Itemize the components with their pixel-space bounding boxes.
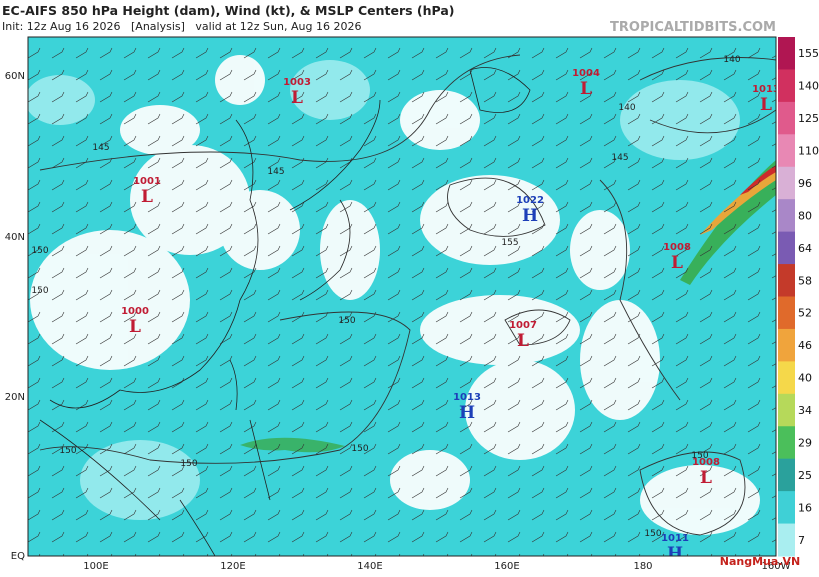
contour-label: 150 <box>59 446 76 456</box>
pressure-value: 1003 <box>283 77 311 88</box>
pressure-symbol: L <box>517 331 529 351</box>
colorbar-segment <box>778 134 795 168</box>
lon-label: 160E <box>494 561 519 572</box>
pressure-symbol: L <box>129 317 141 337</box>
source: TROPICALTIDBITS.COM <box>610 20 776 35</box>
subtitle: Init: 12z Aug 16 2026 [Analysis] valid a… <box>2 20 361 33</box>
pressure-symbol: H <box>459 403 475 423</box>
colorbar-label: 46 <box>798 339 812 352</box>
colorbar-segment <box>778 37 795 70</box>
lon-label: 180 <box>633 561 652 572</box>
pressure-value: 1001 <box>133 176 161 187</box>
colorbar-segment <box>778 264 795 297</box>
pressure-symbol: H <box>667 544 683 564</box>
pressure-symbol: L <box>141 187 153 207</box>
colorbar-segment <box>778 426 795 460</box>
pressure-value: 1000 <box>121 306 149 317</box>
colorbar-segment <box>778 296 795 330</box>
colorbar-segment <box>778 69 795 103</box>
contour-label: 145 <box>92 143 109 153</box>
lon-label: 100E <box>83 561 108 572</box>
contour-label: 150 <box>180 459 197 469</box>
colorbar-label: 7 <box>798 534 805 547</box>
lon-label: 120E <box>220 561 245 572</box>
pressure-symbol: L <box>580 79 592 99</box>
watermark: NangMua.VN <box>720 555 800 568</box>
map: 1451451501501501501501501551401401451501… <box>28 37 780 564</box>
pressure-value: 1022 <box>516 195 544 206</box>
lon-label: 140E <box>357 561 382 572</box>
contour-label: 150 <box>338 316 355 326</box>
colorbar-label: 64 <box>798 242 812 255</box>
colorbar-label: 125 <box>798 112 819 125</box>
lat-label: 40N <box>5 232 25 243</box>
lat-label: 20N <box>5 392 25 403</box>
colorbar-segment <box>778 458 795 492</box>
colorbar-segment <box>778 166 795 200</box>
colorbar-segment <box>778 101 795 135</box>
map-frame <box>27 36 777 557</box>
contour-label: 150 <box>644 529 661 539</box>
contour-label: 150 <box>351 444 368 454</box>
colorbar-segment <box>778 361 795 395</box>
colorbar-label: 25 <box>798 469 812 482</box>
colorbar-label: 155 <box>798 47 819 60</box>
colorbar-label: 58 <box>798 274 812 287</box>
colorbar-segment <box>778 199 795 233</box>
lat-label: EQ <box>11 551 25 562</box>
colorbar-segment <box>778 231 795 265</box>
contour-label: 140 <box>723 55 740 65</box>
pressure-value: 1011 <box>661 533 689 544</box>
contour-label: 155 <box>501 238 518 248</box>
colorbar-label: 29 <box>798 436 812 449</box>
title: EC-AIFS 850 hPa Height (dam), Wind (kt),… <box>2 3 455 18</box>
pressure-value: 1013 <box>453 392 481 403</box>
pressure-symbol: H <box>522 206 538 226</box>
pressure-symbol: L <box>671 253 683 273</box>
colorbar-segment <box>778 328 795 362</box>
contour-label: 145 <box>611 153 628 163</box>
colorbar-segment <box>778 491 795 525</box>
contour-label: 150 <box>691 451 708 461</box>
contour-label: 145 <box>267 167 284 177</box>
colorbar-label: 140 <box>798 80 819 93</box>
lon-label: 160W <box>762 561 791 572</box>
colorbar-label: 34 <box>798 404 812 417</box>
colorbar-segment <box>778 523 795 557</box>
pressure-value: 1008 <box>692 457 720 468</box>
contour-label: 150 <box>31 246 48 256</box>
colorbar-label: 16 <box>798 501 812 514</box>
pressure-symbol: L <box>700 468 712 488</box>
colorbar-label: 52 <box>798 307 812 320</box>
pressure-value: 1008 <box>663 242 691 253</box>
colorbar-label: 80 <box>798 209 812 222</box>
pressure-symbol: L <box>760 95 772 115</box>
pressure-value: 1007 <box>509 320 537 331</box>
colorbar-label: 40 <box>798 372 812 385</box>
contour-label: 150 <box>31 286 48 296</box>
colorbar-segment <box>778 393 795 427</box>
pressure-value: 1004 <box>572 68 600 79</box>
pressure-value: 1013 <box>752 84 780 95</box>
colorbar-label: 110 <box>798 145 819 158</box>
pressure-symbol: L <box>291 88 303 108</box>
contour-label: 140 <box>618 103 635 113</box>
colorbar-label: 96 <box>798 177 812 190</box>
lat-label: 60N <box>5 71 25 82</box>
